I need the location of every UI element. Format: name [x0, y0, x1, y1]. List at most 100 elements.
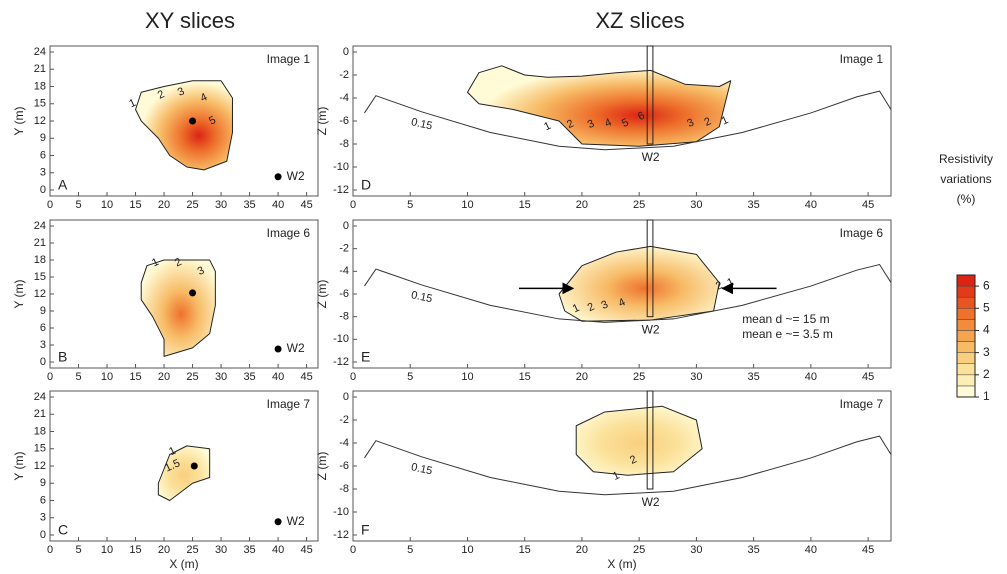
x-tick-label: 40 — [272, 371, 284, 383]
y-tick-label: 21 — [34, 237, 46, 249]
y-axis-label: Y (m) — [12, 279, 26, 308]
contour-label: 1 — [571, 302, 582, 315]
panel-letter: F — [361, 522, 370, 538]
x-tick-label: 25 — [633, 544, 645, 556]
x-tick-label: 30 — [215, 544, 227, 556]
x-tick-label: 5 — [75, 544, 81, 556]
panel-letter: B — [58, 349, 67, 365]
y-tick-label: 18 — [34, 425, 46, 437]
center-dot — [189, 117, 197, 125]
colorbar-tick-label: 5 — [983, 300, 990, 314]
colorbar-frame — [956, 274, 976, 398]
y-tick-label: 12 — [34, 460, 46, 472]
panel-letter: A — [58, 177, 68, 193]
contour-label: 1.5 — [163, 457, 182, 474]
x-tick-label: 0 — [350, 371, 356, 383]
column-title: XZ slices — [595, 8, 684, 33]
y-tick-label: -12 — [333, 529, 349, 541]
x-tick-label: 15 — [519, 199, 531, 211]
x-tick-label: 10 — [461, 544, 473, 556]
colorbar-band — [956, 285, 976, 298]
colorbar-tick-label: 4 — [983, 323, 990, 337]
x-tick-label: 20 — [576, 371, 588, 383]
x-axis-label: X (m) — [169, 557, 198, 571]
x-tick-label: 15 — [129, 544, 141, 556]
column-title: XY slices — [145, 8, 235, 33]
y-tick-label: -4 — [339, 437, 349, 449]
contour-label: 5 — [207, 114, 218, 127]
x-tick-label: 20 — [158, 544, 170, 556]
contour-label: 3 — [586, 118, 597, 131]
x-tick-label: 35 — [243, 544, 255, 556]
y-tick-label: 21 — [34, 408, 46, 420]
x-tick-label: 30 — [690, 199, 702, 211]
y-tick-label: -8 — [339, 138, 349, 150]
anomaly — [575, 405, 703, 476]
y-tick-label: -4 — [339, 92, 349, 104]
colorbar-tick-label: 2 — [983, 367, 990, 381]
surface-line — [364, 90, 892, 151]
anomaly — [558, 245, 720, 322]
anomaly — [466, 65, 732, 147]
x-tick-label: 20 — [158, 199, 170, 211]
x-tick-label: 10 — [101, 371, 113, 383]
well — [646, 390, 654, 490]
colorbar-band — [956, 308, 976, 320]
anomaly — [140, 259, 216, 357]
x-tick-label: 15 — [129, 371, 141, 383]
contour-label: 3 — [599, 299, 610, 312]
panel-letter: E — [361, 349, 370, 365]
colorbar-band — [956, 319, 976, 331]
y-tick-label: 24 — [34, 391, 46, 403]
x-tick-label: 30 — [215, 199, 227, 211]
contour-label: 1 — [542, 120, 553, 133]
contour-label: 2 — [565, 118, 576, 131]
y-tick-label: -2 — [339, 414, 349, 426]
x-tick-label: 35 — [748, 199, 760, 211]
x-tick-label: 30 — [690, 544, 702, 556]
y-tick-label: 6 — [40, 149, 46, 161]
center-dot — [189, 289, 197, 297]
x-axis-label: X (m) — [607, 557, 636, 571]
y-axis-label: Z (m) — [315, 107, 329, 136]
x-tick-label: 10 — [461, 371, 473, 383]
x-tick-label: 5 — [75, 199, 81, 211]
contour-label: 4 — [617, 296, 628, 309]
image-label: Image 6 — [840, 226, 884, 240]
y-tick-label: 6 — [40, 322, 46, 334]
y-tick-label: 0 — [40, 356, 46, 368]
anomaly — [135, 80, 233, 171]
x-tick-label: 35 — [748, 371, 760, 383]
panel-letter: C — [58, 522, 68, 538]
x-tick-label: 40 — [272, 199, 284, 211]
x-tick-label: 15 — [519, 544, 531, 556]
image-label: Image 1 — [840, 52, 884, 66]
y-tick-label: 6 — [40, 494, 46, 506]
contour-label: 4 — [199, 91, 210, 104]
x-tick-label: 0 — [47, 371, 53, 383]
y-tick-label: -10 — [333, 333, 349, 345]
colorbar-tick-label: 6 — [983, 278, 990, 292]
well-label: W2 — [287, 341, 305, 355]
note: mean e ~= 3.5 m — [742, 327, 833, 341]
colorbar-title: (%) — [957, 192, 976, 206]
y-axis-label: Y (m) — [12, 451, 26, 480]
center-dot — [190, 462, 198, 470]
colorbar-band — [956, 385, 976, 398]
surface-line — [364, 263, 892, 323]
y-tick-label: 0 — [343, 220, 349, 232]
y-tick-label: 21 — [34, 63, 46, 75]
colorbar-band — [956, 352, 976, 364]
colorbar-title: Resistivity — [939, 152, 993, 166]
x-tick-label: 25 — [186, 371, 198, 383]
x-tick-label: 25 — [633, 199, 645, 211]
y-tick-label: 0 — [40, 184, 46, 196]
x-tick-label: 0 — [350, 544, 356, 556]
note: mean d ~= 15 m — [742, 312, 829, 326]
contour-label: 2 — [173, 256, 184, 269]
colorbar-band — [956, 274, 976, 287]
well-label: W2 — [642, 495, 660, 509]
colorbar-title: variations — [940, 172, 991, 186]
well — [646, 219, 654, 318]
image-label: Image 7 — [840, 397, 884, 411]
